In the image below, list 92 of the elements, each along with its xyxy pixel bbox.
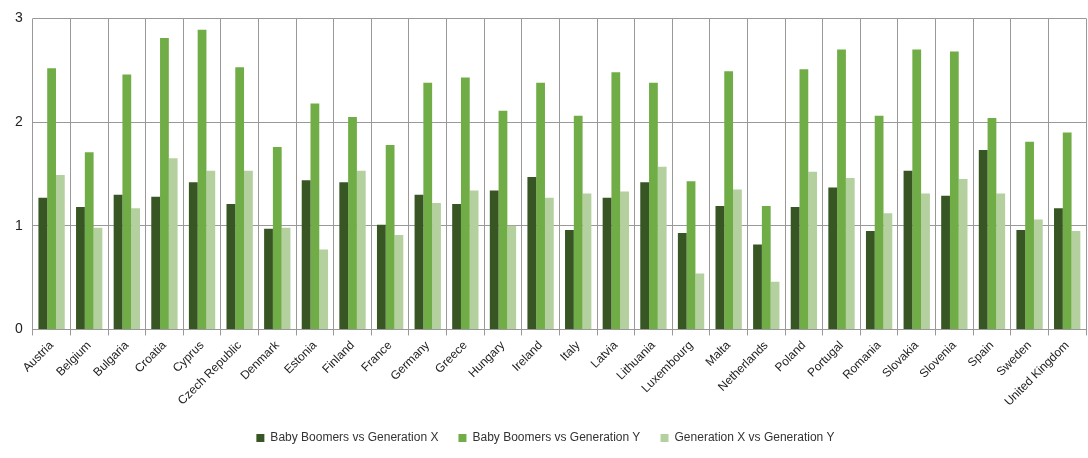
bar xyxy=(799,69,809,329)
bar xyxy=(55,174,65,329)
bar xyxy=(620,191,629,329)
bar xyxy=(319,249,329,329)
bar xyxy=(469,190,479,329)
bar xyxy=(47,68,56,329)
bar xyxy=(941,195,950,329)
bar xyxy=(874,115,884,329)
bar xyxy=(640,182,650,329)
bar xyxy=(498,110,508,329)
bar xyxy=(649,82,658,329)
bar xyxy=(686,181,696,329)
bar xyxy=(84,152,94,329)
bar xyxy=(348,116,357,329)
bar xyxy=(188,182,198,329)
bar xyxy=(677,233,687,329)
bar xyxy=(724,71,734,329)
legend-label: Generation X vs Generation Y xyxy=(674,430,835,445)
bar xyxy=(1062,132,1072,329)
bar xyxy=(921,193,930,329)
legend-label: Baby Boomers vs Generation Y xyxy=(472,430,641,445)
bar xyxy=(226,203,236,329)
bar xyxy=(1054,208,1063,329)
bar xyxy=(423,82,433,329)
bar xyxy=(883,213,893,329)
bar xyxy=(432,202,441,329)
bar xyxy=(452,203,461,329)
bar xyxy=(912,49,922,329)
bar xyxy=(1025,141,1034,329)
bar xyxy=(93,227,103,329)
bar xyxy=(808,171,818,329)
bar xyxy=(527,177,537,329)
y-tick-label: 1 xyxy=(14,216,23,233)
bar xyxy=(460,77,470,329)
bar xyxy=(611,72,621,329)
bar xyxy=(949,51,959,329)
y-tick-label: 3 xyxy=(14,9,23,26)
bar xyxy=(770,281,780,329)
bar xyxy=(536,82,545,329)
bar xyxy=(987,117,997,329)
legend-label: Baby Boomers vs Generation X xyxy=(270,430,439,445)
bar xyxy=(544,197,554,329)
bar xyxy=(168,158,178,329)
bar xyxy=(602,197,612,329)
bar xyxy=(837,49,846,329)
bar xyxy=(573,115,583,329)
bar xyxy=(197,29,207,329)
bar xyxy=(695,273,705,329)
bar xyxy=(264,228,273,329)
bar xyxy=(385,144,395,329)
bar xyxy=(582,193,592,329)
bar xyxy=(235,67,245,329)
bar xyxy=(845,178,855,329)
bar xyxy=(903,170,913,329)
bar xyxy=(38,197,48,329)
bar xyxy=(356,170,366,329)
bar xyxy=(715,206,725,329)
y-tick-label: 0 xyxy=(14,320,23,337)
bar xyxy=(281,227,291,329)
bar xyxy=(1071,230,1081,329)
bar xyxy=(996,193,1006,329)
bar xyxy=(244,170,253,329)
bar xyxy=(339,182,349,329)
bar xyxy=(76,207,85,329)
bar xyxy=(414,194,424,329)
bar xyxy=(565,229,574,329)
bar xyxy=(206,170,216,329)
bar xyxy=(272,146,282,329)
bar xyxy=(310,103,320,329)
bar xyxy=(301,180,311,329)
bar xyxy=(131,208,140,329)
y-tick-label: 2 xyxy=(14,112,23,129)
bar xyxy=(761,206,771,329)
bar xyxy=(790,207,800,329)
bar xyxy=(394,235,404,329)
bar xyxy=(1016,229,1026,329)
bar xyxy=(489,190,499,329)
x-tick-label: Italy xyxy=(557,338,583,364)
bar xyxy=(753,244,762,329)
bar xyxy=(113,194,123,329)
bar xyxy=(865,230,875,329)
bar xyxy=(151,196,161,329)
bar xyxy=(507,225,517,329)
bar xyxy=(733,189,742,329)
bar xyxy=(1033,219,1043,329)
bar xyxy=(657,166,667,329)
bar xyxy=(978,150,988,329)
bar xyxy=(160,38,169,329)
bar xyxy=(958,179,968,329)
bar xyxy=(376,224,386,329)
bar xyxy=(828,187,838,329)
bar xyxy=(122,74,132,329)
